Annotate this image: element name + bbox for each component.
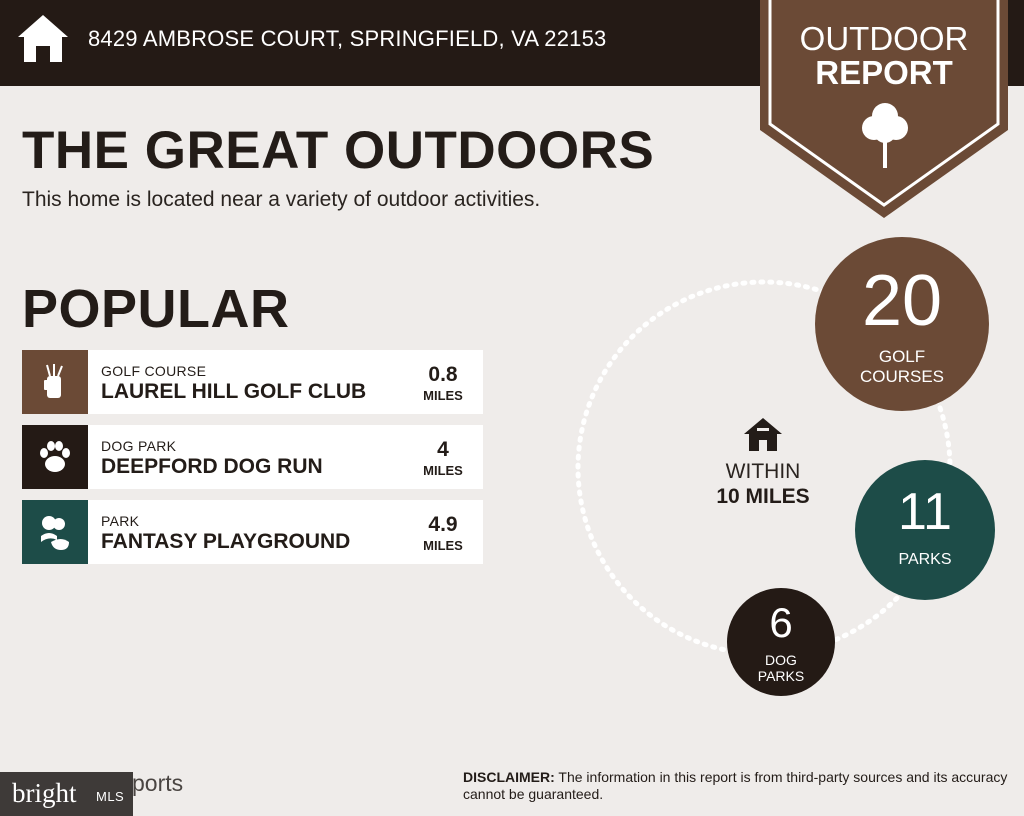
disclaimer-text: The information in this report is from t…	[463, 769, 1008, 802]
golf-count: 20	[861, 261, 943, 341]
item-category: GOLF COURSE	[101, 363, 207, 379]
tree-icon	[862, 103, 908, 168]
reports-logo-text: ports	[132, 770, 184, 796]
parks-count: 11	[898, 483, 952, 541]
item-icon-box	[22, 500, 88, 564]
golf-label-line2: COURSES	[859, 367, 945, 386]
item-name: LAUREL HILL GOLF CLUB	[101, 380, 367, 403]
dog-parks-count-circle: 6 DOG PARKS	[727, 588, 835, 696]
list-item-golf[interactable]: GOLF COURSE LAUREL HILL GOLF CLUB 0.8 MI…	[22, 350, 483, 414]
disclaimer-label: DISCLAIMER:	[463, 769, 555, 785]
house-icon	[744, 418, 782, 451]
list-item-park[interactable]: PARK FANTASY PLAYGROUND 4.9 MILES	[22, 500, 483, 564]
golf-count-circle: 20 GOLF COURSES	[815, 237, 989, 411]
item-distance-unit: MILES	[423, 388, 463, 403]
popular-heading: POPULAR	[22, 279, 290, 339]
dog-label-line2: PARKS	[757, 668, 805, 684]
park-icon	[41, 516, 69, 550]
item-category: PARK	[101, 513, 140, 529]
watermark-mls: MLS	[96, 789, 125, 804]
parks-count-label: PARKS	[898, 551, 952, 568]
within-distance: 10 MILES	[716, 485, 810, 508]
item-name: DEEPFORD DOG RUN	[101, 455, 323, 478]
list-item-dog-park[interactable]: DOG PARK DEEPFORD DOG RUN 4 MILES	[22, 425, 483, 489]
within-label: WITHIN	[725, 460, 801, 483]
page-title: THE GREAT OUTDOORS	[22, 121, 655, 180]
golf-count-label: GOLF COURSES	[815, 347, 989, 387]
dog-parks-count: 6	[769, 599, 793, 646]
watermark-brand: bright	[12, 778, 77, 808]
item-name: FANTASY PLAYGROUND	[101, 530, 351, 553]
disclaimer: DISCLAIMER: The information in this repo…	[463, 769, 1023, 803]
page-subtitle: This home is located near a variety of o…	[22, 188, 541, 211]
badge-line2: REPORT	[815, 54, 953, 91]
item-distance: 0.8	[428, 363, 458, 386]
golf-label-line1: GOLF	[878, 347, 926, 366]
brightmls-watermark: bright MLS	[0, 772, 133, 816]
item-distance-unit: MILES	[423, 538, 463, 553]
item-category: DOG PARK	[101, 438, 177, 454]
item-distance-unit: MILES	[423, 463, 463, 478]
item-distance: 4	[437, 438, 449, 461]
badge-title: OUTDOOR REPORT	[760, 22, 1008, 90]
badge-line1: OUTDOOR	[799, 20, 969, 57]
item-distance: 4.9	[428, 513, 458, 536]
dog-label-line1: DOG	[765, 652, 797, 668]
golf-bag-icon	[44, 364, 63, 398]
paw-icon	[40, 441, 70, 472]
house-icon	[18, 15, 68, 62]
item-icon-box	[22, 425, 88, 489]
item-icon-box	[22, 350, 88, 414]
parks-count-circle: 11 PARKS	[855, 460, 995, 600]
dog-parks-count-label: DOG PARKS	[727, 652, 835, 684]
property-address: 8429 AMBROSE COURT, SPRINGFIELD, VA 2215…	[88, 26, 607, 51]
